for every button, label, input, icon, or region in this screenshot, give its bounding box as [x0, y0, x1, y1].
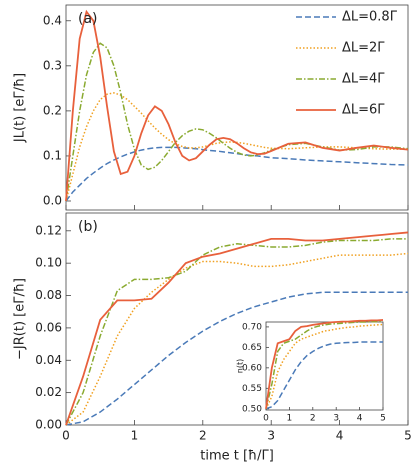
y-tick-label: 0.50	[242, 404, 262, 414]
x-tick-label: 4	[336, 428, 344, 442]
panel-label: (a)	[78, 11, 98, 27]
y-tick-label: 0.06	[35, 320, 62, 334]
series-line	[65, 238, 408, 426]
legend-label: ΔL=4Γ	[342, 72, 385, 87]
series-line	[65, 252, 409, 426]
x-tick-label: 2	[310, 414, 316, 424]
x-tick-label: 4	[357, 414, 363, 424]
series-line	[265, 320, 384, 409]
x-tick-label: 3	[267, 428, 275, 442]
y-axis-label: n(t)	[236, 359, 245, 373]
series-line	[65, 9, 409, 202]
y-tick-label: 0.2	[43, 103, 62, 117]
series-line	[65, 231, 409, 426]
x-tick-label: 2	[199, 428, 207, 442]
y-tick-label: 0.04	[35, 353, 62, 367]
y-tick-label: 0.08	[35, 288, 62, 302]
x-tick-label: 1	[287, 414, 293, 424]
y-tick-label: 0.60	[242, 363, 262, 373]
x-tick-label: 1	[131, 428, 139, 442]
y-tick-label: 0.10	[35, 256, 62, 270]
x-axis-label: time t [ħ/Γ]	[200, 449, 274, 464]
y-tick-label: 0.3	[43, 58, 62, 72]
series-line	[65, 42, 409, 202]
y-tick-label: 0.00	[35, 418, 62, 432]
x-tick-label: 3	[333, 414, 339, 424]
x-tick-label: 5	[380, 414, 386, 424]
plot-background	[65, 4, 409, 211]
y-tick-label: 0.1	[43, 148, 62, 162]
legend-label: ΔL=0.8Γ	[342, 10, 398, 25]
y-axis-label: JL(t) [eΓ/ħ]	[13, 73, 28, 143]
series-line	[265, 323, 384, 410]
y-axis-label: −JR(t) [eΓ/ħ]	[13, 278, 28, 360]
x-tick-label: 0	[263, 414, 269, 424]
x-tick-label: 5	[404, 428, 412, 442]
y-tick-label: 0.0	[43, 193, 62, 207]
inset-background	[265, 321, 384, 411]
legend-label: ΔL=2Γ	[342, 41, 385, 56]
y-tick-label: 0.4	[43, 13, 62, 27]
y-tick-label: 0.55	[242, 384, 262, 394]
y-tick-label: 0.65	[242, 343, 262, 353]
y-tick-label: 0.12	[35, 223, 62, 237]
series-line	[65, 146, 409, 202]
panel-label: (b)	[78, 219, 98, 235]
series-line	[65, 92, 408, 202]
series-line	[265, 319, 384, 409]
y-tick-label: 0.02	[35, 385, 62, 399]
x-tick-label: 0	[62, 428, 70, 442]
series-line	[265, 341, 383, 410]
series-line	[65, 291, 408, 426]
legend-label: ΔL=6Γ	[342, 103, 385, 118]
y-tick-label: 0.70	[242, 322, 262, 332]
